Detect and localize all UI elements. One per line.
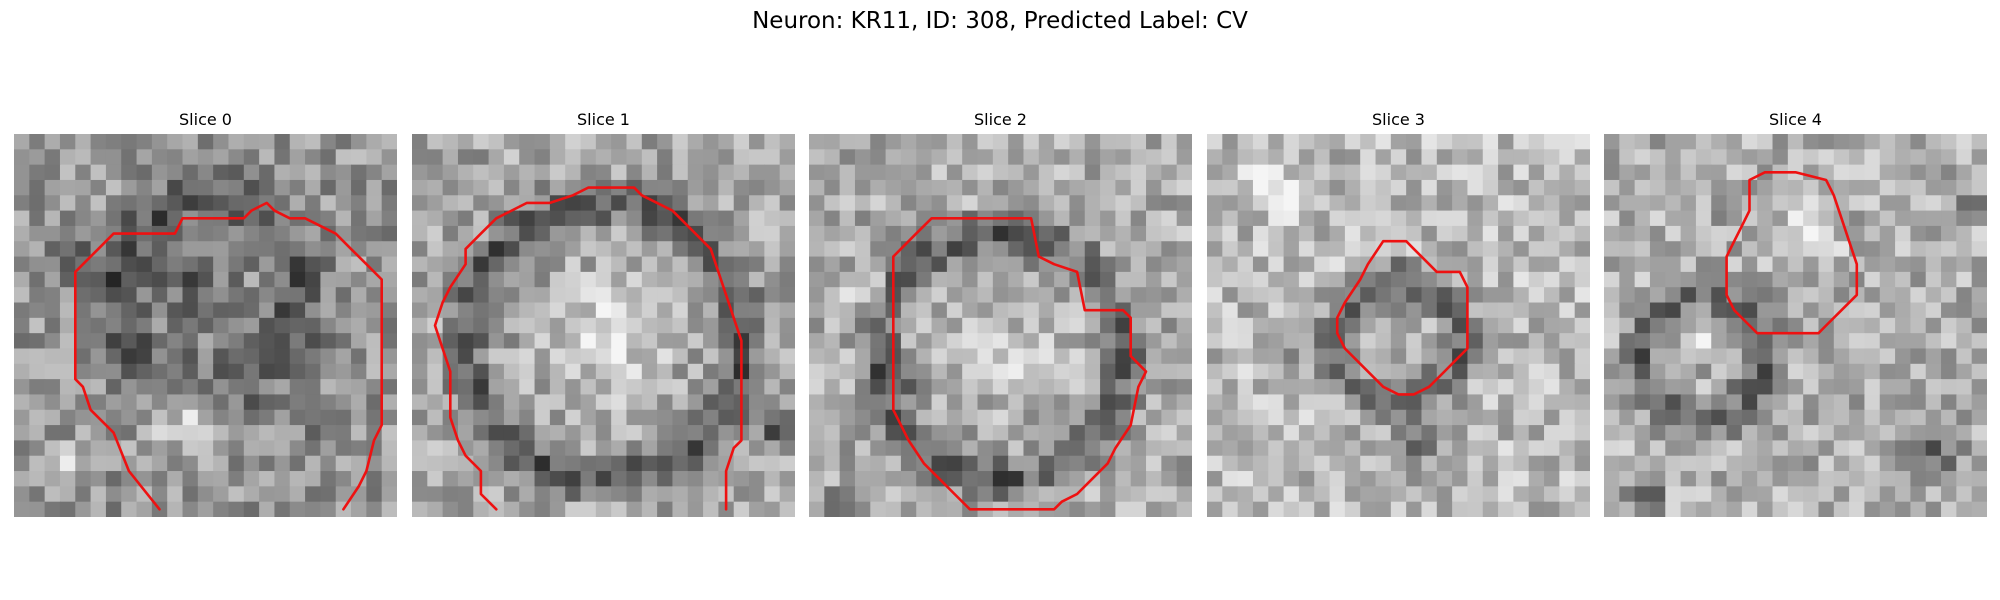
panel-slice-4: Slice 4 [1604,108,1987,517]
panel-title: Slice 4 [1769,110,1822,129]
segmentation-contour [433,186,743,511]
panel-slice-3: Slice 3 [1207,108,1590,517]
segmentation-contour [892,217,1148,511]
slice-image [809,134,1192,517]
figure-title: Neuron: KR11, ID: 308, Predicted Label: … [752,8,1248,34]
slice-1-canvas [412,134,795,517]
segmentation-contour [73,201,384,511]
slice-2-canvas [809,134,1192,517]
slice-image [1207,134,1590,517]
panel-slice-0: Slice 0 [14,108,397,517]
panel-title: Slice 2 [974,110,1027,129]
segmentation-contour [1725,170,1859,335]
slice-0-canvas [14,134,397,517]
panel-slice-1: Slice 1 [412,108,795,517]
panel-title: Slice 3 [1372,110,1425,129]
slice-image [412,134,795,517]
slice-4-canvas [1604,134,1987,517]
slice-image [14,134,397,517]
segmentation-contour [1335,239,1469,396]
panel-slice-2: Slice 2 [809,108,1192,517]
panel-title: Slice 0 [179,110,232,129]
slice-image [1604,134,1987,517]
panel-title: Slice 1 [577,110,630,129]
slice-3-canvas [1207,134,1590,517]
